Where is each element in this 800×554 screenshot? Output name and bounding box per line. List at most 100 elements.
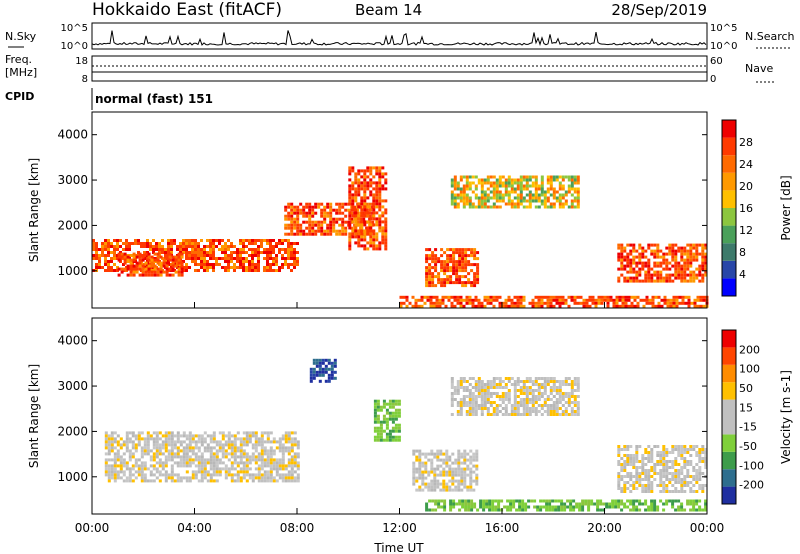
data-cell bbox=[576, 410, 580, 413]
data-cell bbox=[561, 205, 565, 209]
data-cell bbox=[457, 467, 461, 471]
data-cell bbox=[522, 401, 526, 404]
data-cell bbox=[176, 476, 180, 480]
data-cell bbox=[465, 175, 469, 179]
data-cell bbox=[245, 431, 249, 435]
data-cell bbox=[629, 454, 633, 457]
data-cell bbox=[446, 269, 450, 273]
nsearch-label: N.Search bbox=[745, 30, 795, 43]
data-cell bbox=[233, 458, 237, 462]
data-cell bbox=[507, 395, 511, 398]
data-cell bbox=[548, 505, 552, 509]
data-cell bbox=[418, 473, 422, 477]
data-cell bbox=[153, 273, 157, 277]
data-cell bbox=[266, 452, 270, 456]
data-cell bbox=[239, 455, 243, 459]
data-cell bbox=[629, 475, 633, 478]
data-cell bbox=[275, 479, 279, 483]
data-cell bbox=[474, 395, 478, 398]
data-cell bbox=[480, 395, 484, 398]
data-cell bbox=[203, 245, 206, 248]
data-cell bbox=[626, 505, 630, 509]
data-cell bbox=[519, 392, 523, 395]
data-cell bbox=[692, 478, 696, 481]
data-cell bbox=[424, 467, 428, 471]
data-cell bbox=[476, 272, 480, 276]
data-cell bbox=[519, 199, 523, 203]
data-cell bbox=[348, 214, 352, 218]
data-cell bbox=[572, 505, 576, 509]
data-cell bbox=[366, 220, 370, 224]
data-cell bbox=[290, 431, 294, 435]
data-cell bbox=[363, 211, 367, 215]
data-cell bbox=[677, 267, 681, 271]
data-cell bbox=[147, 270, 151, 274]
data-cell bbox=[149, 479, 153, 483]
data-cell bbox=[618, 304, 622, 308]
data-cell bbox=[143, 437, 147, 441]
data-cell bbox=[635, 273, 639, 277]
data-cell bbox=[543, 401, 547, 404]
data-cell bbox=[558, 193, 562, 197]
data-cell bbox=[230, 440, 234, 444]
data-cell bbox=[293, 248, 296, 251]
data-cell bbox=[293, 220, 297, 224]
data-cell bbox=[269, 440, 273, 444]
data-cell bbox=[445, 488, 449, 492]
data-cell bbox=[245, 239, 248, 242]
data-cell bbox=[626, 243, 630, 247]
data-cell bbox=[443, 263, 447, 267]
data-cell bbox=[452, 260, 456, 264]
data-cell bbox=[680, 505, 684, 509]
data-cell bbox=[206, 443, 210, 447]
data-cell bbox=[665, 487, 669, 490]
data-cell bbox=[465, 295, 469, 299]
data-cell bbox=[564, 410, 568, 413]
data-cell bbox=[269, 458, 273, 462]
data-cell bbox=[333, 358, 337, 362]
data-cell bbox=[466, 473, 470, 477]
colorbar-tick-label: 12 bbox=[739, 224, 753, 237]
data-cell bbox=[686, 481, 690, 484]
data-cell bbox=[695, 490, 699, 493]
data-cell bbox=[426, 295, 430, 299]
data-cell bbox=[266, 248, 269, 251]
data-cell bbox=[641, 487, 645, 490]
data-cell bbox=[461, 251, 465, 255]
data-cell bbox=[656, 246, 660, 250]
data-cell bbox=[573, 199, 577, 203]
data-cell bbox=[194, 455, 198, 459]
data-cell bbox=[299, 229, 303, 233]
data-cell bbox=[378, 187, 382, 191]
data-cell bbox=[683, 249, 687, 253]
data-cell bbox=[495, 392, 499, 395]
data-cell bbox=[472, 464, 476, 468]
data-cell bbox=[645, 301, 649, 305]
data-cell bbox=[182, 449, 186, 453]
data-cell bbox=[143, 473, 147, 477]
data-cell bbox=[436, 479, 440, 483]
data-cell bbox=[209, 239, 212, 242]
data-cell bbox=[394, 426, 398, 430]
data-cell bbox=[144, 261, 148, 265]
data-cell bbox=[467, 508, 471, 512]
data-cell bbox=[173, 446, 177, 450]
data-cell bbox=[312, 376, 316, 380]
data-cell bbox=[221, 248, 224, 251]
data-cell bbox=[269, 263, 272, 266]
data-cell bbox=[153, 270, 157, 274]
data-cell bbox=[456, 196, 460, 200]
data-cell bbox=[170, 479, 174, 483]
data-cell bbox=[480, 178, 484, 182]
data-cell bbox=[436, 473, 440, 477]
data-cell bbox=[462, 389, 466, 392]
data-cell bbox=[457, 461, 461, 465]
data-cell bbox=[462, 193, 466, 197]
data-cell bbox=[155, 470, 159, 474]
data-cell bbox=[314, 229, 318, 233]
data-cell bbox=[320, 223, 324, 227]
data-cell bbox=[212, 458, 216, 462]
data-cell bbox=[366, 196, 370, 200]
data-cell bbox=[236, 461, 240, 465]
data-cell bbox=[454, 479, 458, 483]
